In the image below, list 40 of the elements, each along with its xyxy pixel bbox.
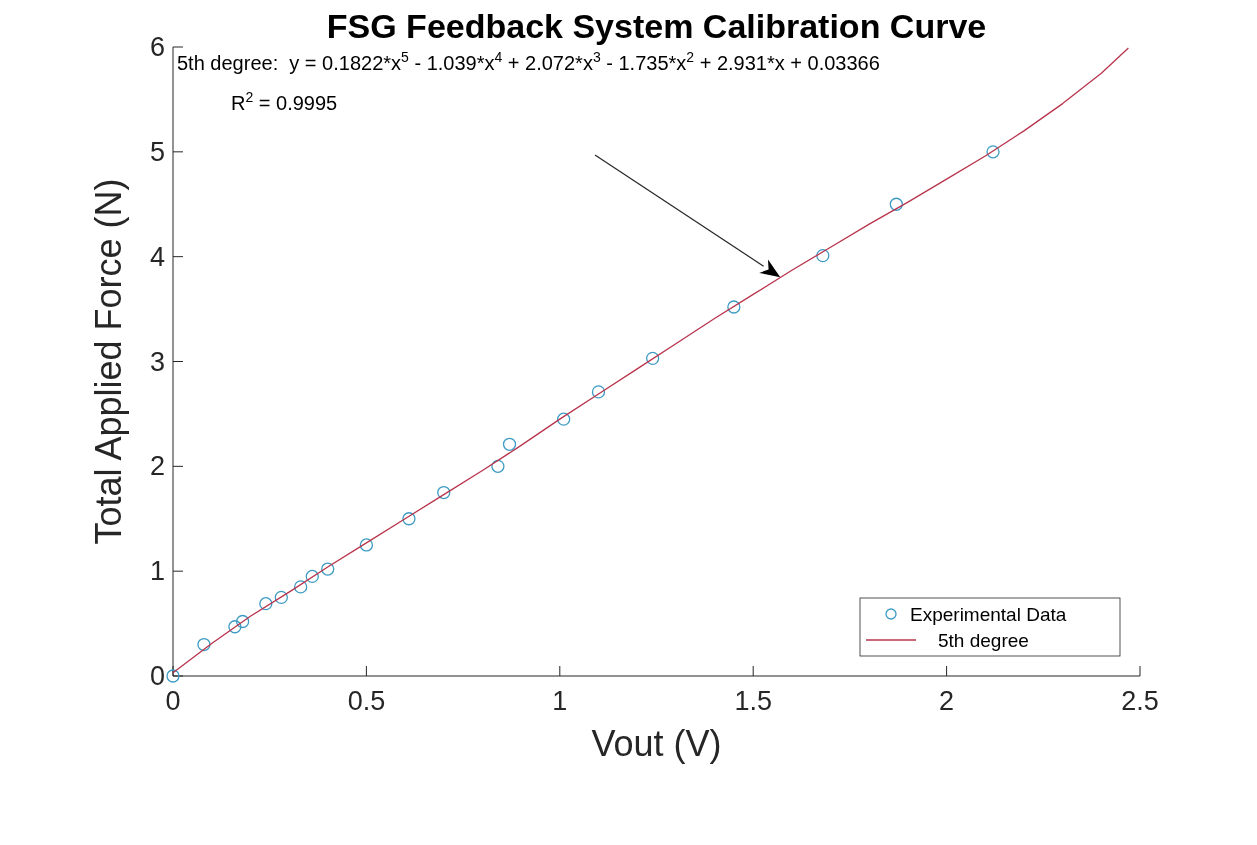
point <box>402 512 416 526</box>
point <box>645 351 660 365</box>
x-tick-label: 2.5 <box>1121 686 1159 716</box>
point <box>557 412 571 426</box>
x-tick-label: 1 <box>552 686 568 716</box>
point <box>197 637 211 652</box>
point <box>591 385 606 399</box>
point <box>502 437 517 451</box>
point <box>816 248 830 263</box>
y-tick-label: 1 <box>149 556 165 587</box>
point <box>437 485 451 500</box>
x-tick-label: 0.5 <box>347 686 386 716</box>
legend-label: 5th degree <box>938 630 1029 651</box>
point <box>305 569 319 584</box>
point <box>889 197 903 211</box>
point <box>321 562 335 576</box>
point <box>228 620 242 634</box>
y-tick-label: 0 <box>149 661 165 691</box>
text: 5th degree: y = 0.1822*x$^{5}$ - 1.039*x$^{4}$ + 2.072*x$^{3}$ - 1.735*x$^{2}$ + 2.931*x + 0.03366 <box>177 49 880 74</box>
y-tick-label: 5 <box>149 136 165 167</box>
point <box>259 597 273 611</box>
point <box>491 459 505 473</box>
point <box>727 300 741 314</box>
point <box>359 538 374 552</box>
point <box>235 614 250 629</box>
point <box>274 590 288 605</box>
y-axis-title: Total Applied Force (N) <box>88 178 129 545</box>
chart-title: FSG Feedback System Calibration Curve <box>326 7 987 45</box>
point <box>986 145 1000 159</box>
y-tick-label: 3 <box>149 346 165 377</box>
y-tick-label: 4 <box>149 241 165 272</box>
legend-label: Experimental Data <box>910 604 1067 625</box>
y-tick-label: 6 <box>149 32 165 62</box>
y-tick-label: 2 <box>149 451 165 482</box>
x-tick-label: 2 <box>939 686 955 716</box>
point <box>166 669 180 683</box>
x-axis-title: Vout (V) <box>591 723 722 764</box>
annotation: R$^{2}$ = 0.9995 <box>231 89 338 114</box>
x-tick-label: 1.5 <box>734 686 772 716</box>
point <box>293 580 308 594</box>
